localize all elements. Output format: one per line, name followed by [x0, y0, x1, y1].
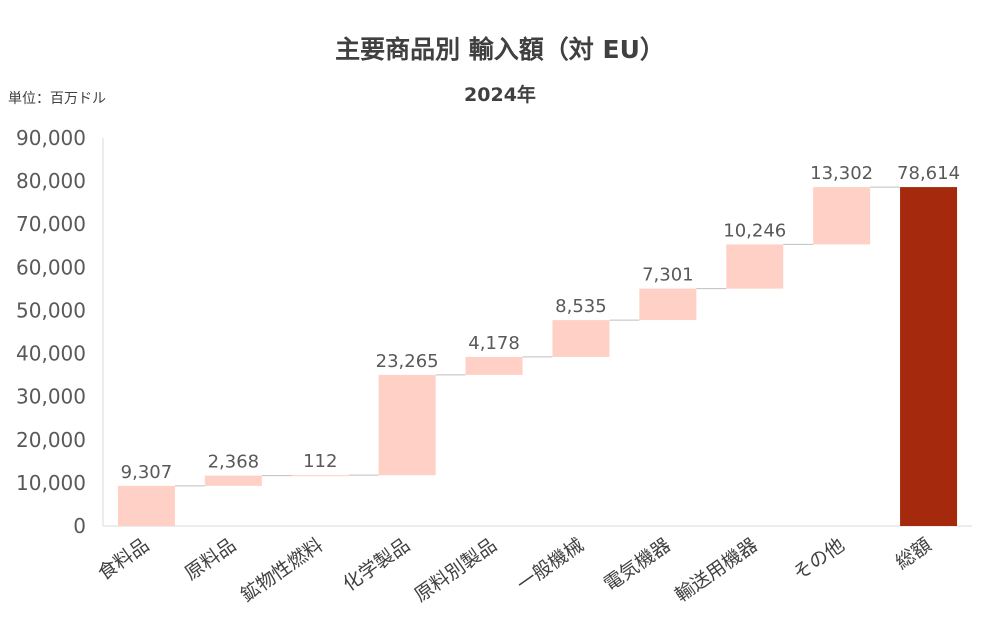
- category-label: 鉱物性燃料: [237, 534, 327, 607]
- y-tick-label: 40,000: [16, 342, 86, 366]
- bar-8: [726, 244, 784, 289]
- y-tick-label: 0: [73, 514, 86, 538]
- chart-title: 主要商品別 輸入額（対 EU）: [335, 35, 665, 64]
- category-label: 原料別製品: [410, 534, 500, 607]
- category-label: 食料品: [94, 534, 153, 585]
- bar-3: [291, 475, 349, 477]
- category-label: 化学製品: [339, 534, 414, 596]
- bar-9: [813, 187, 871, 245]
- data-label: 9,307: [121, 462, 173, 483]
- y-tick-label: 10,000: [16, 471, 86, 495]
- bar-5: [465, 356, 523, 375]
- category-label: 原料品: [181, 534, 240, 585]
- y-tick-label: 30,000: [16, 385, 86, 409]
- bar-1: [117, 485, 175, 526]
- bar-10: [900, 187, 958, 526]
- data-label: 10,246: [723, 220, 786, 241]
- y-tick-label: 70,000: [16, 212, 86, 236]
- category-label: 総額: [892, 534, 936, 574]
- unit-label: 単位：百万ドル: [8, 91, 106, 107]
- bar-7: [639, 288, 697, 321]
- category-label: その他: [789, 534, 848, 585]
- data-label: 7,301: [642, 265, 694, 286]
- data-label: 2,368: [208, 452, 260, 473]
- y-tick-label: 20,000: [16, 428, 86, 452]
- category-label: 電気機器: [600, 534, 675, 596]
- data-label: 112: [303, 451, 337, 472]
- data-label: 78,614: [897, 163, 960, 184]
- bar-4: [378, 374, 436, 476]
- category-label: 一般機械: [513, 534, 588, 596]
- y-tick-label: 60,000: [16, 255, 86, 279]
- chart-subtitle: 2024年: [464, 84, 536, 106]
- data-label: 13,302: [810, 163, 873, 184]
- y-tick-label: 90,000: [16, 126, 86, 150]
- category-label: 輸送用機器: [671, 534, 761, 607]
- data-label: 8,535: [555, 296, 607, 317]
- bar-6: [552, 320, 610, 357]
- data-label: 23,265: [376, 351, 439, 372]
- bar-2: [204, 475, 262, 486]
- y-tick-label: 80,000: [16, 169, 86, 193]
- y-tick-label: 50,000: [16, 298, 86, 322]
- data-label: 4,178: [468, 333, 520, 354]
